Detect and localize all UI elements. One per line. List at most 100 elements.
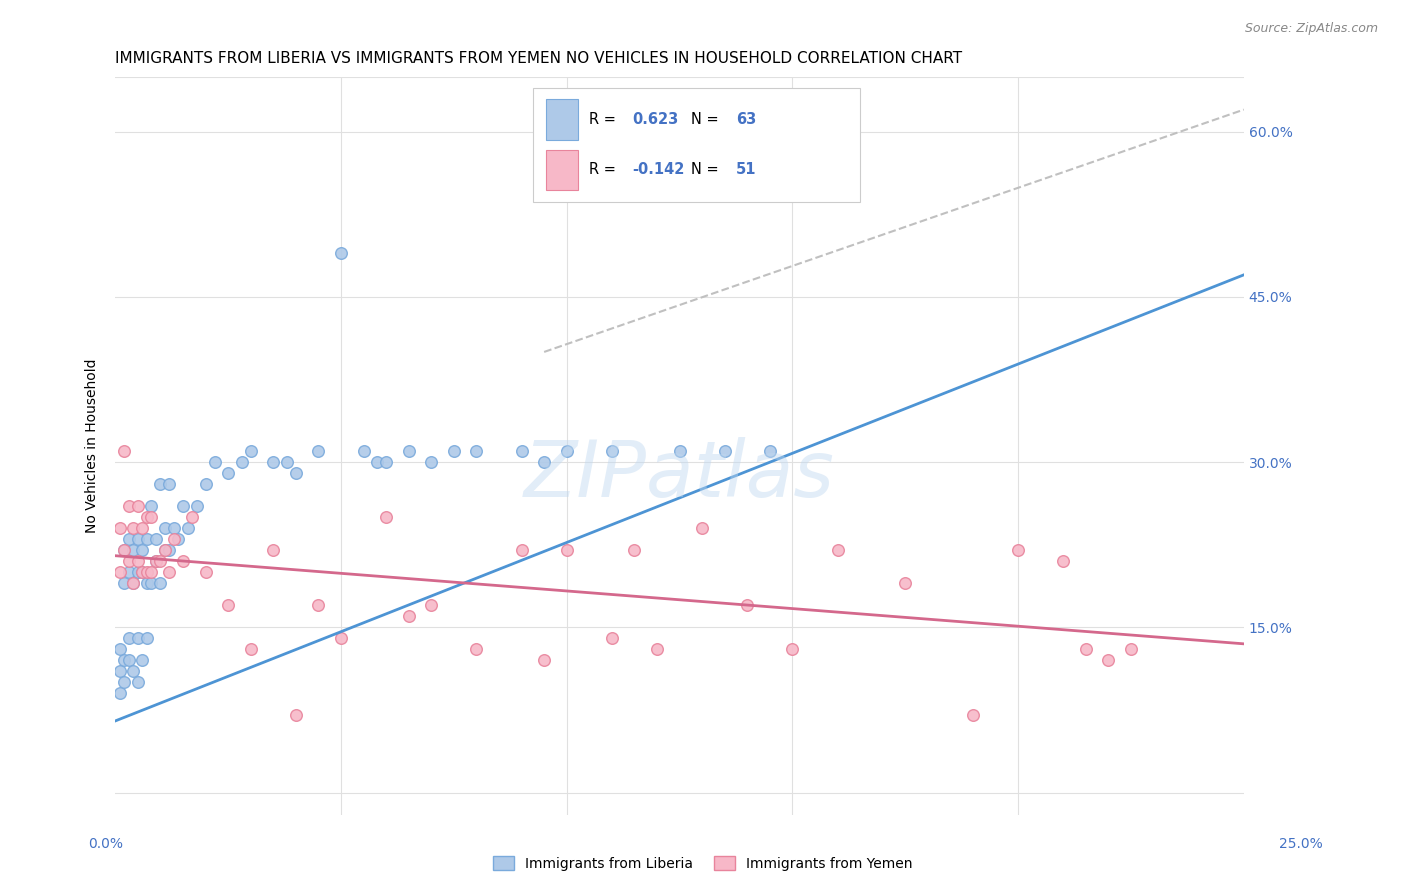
- Point: [135, 632, 157, 646]
- Point: [366, 455, 388, 469]
- Point: [420, 455, 443, 469]
- Point: [112, 444, 135, 458]
- Point: [118, 554, 141, 568]
- Point: [141, 510, 163, 524]
- Point: [420, 599, 443, 613]
- Point: [108, 566, 131, 580]
- Point: [600, 444, 623, 458]
- FancyBboxPatch shape: [533, 87, 860, 202]
- Point: [131, 566, 153, 580]
- Point: [375, 455, 398, 469]
- Point: [239, 642, 262, 657]
- Point: [276, 455, 298, 469]
- Bar: [547, 99, 578, 140]
- Point: [330, 245, 353, 260]
- Point: [122, 576, 145, 591]
- Point: [112, 543, 135, 558]
- Point: [127, 566, 149, 580]
- Text: N =: N =: [690, 162, 723, 178]
- Text: R =: R =: [589, 162, 621, 178]
- Point: [118, 532, 141, 546]
- Point: [759, 444, 782, 458]
- Point: [159, 477, 181, 491]
- Point: [118, 632, 141, 646]
- Point: [284, 708, 307, 723]
- Point: [141, 566, 163, 580]
- Point: [167, 532, 190, 546]
- Point: [1052, 554, 1074, 568]
- Point: [135, 532, 157, 546]
- Point: [122, 665, 145, 679]
- Point: [149, 477, 172, 491]
- Point: [159, 566, 181, 580]
- Point: [555, 543, 578, 558]
- Point: [217, 599, 239, 613]
- Point: [204, 455, 226, 469]
- Point: [262, 455, 284, 469]
- Point: [555, 444, 578, 458]
- Text: IMMIGRANTS FROM LIBERIA VS IMMIGRANTS FROM YEMEN NO VEHICLES IN HOUSEHOLD CORREL: IMMIGRANTS FROM LIBERIA VS IMMIGRANTS FR…: [115, 51, 962, 66]
- Point: [398, 609, 420, 624]
- Point: [108, 642, 131, 657]
- Point: [217, 466, 239, 480]
- Text: N =: N =: [690, 112, 723, 128]
- Point: [159, 543, 181, 558]
- Point: [163, 532, 186, 546]
- Point: [533, 455, 555, 469]
- Text: R =: R =: [589, 112, 621, 128]
- Point: [894, 576, 917, 591]
- Point: [108, 521, 131, 535]
- Point: [135, 510, 157, 524]
- Point: [186, 499, 208, 513]
- Point: [112, 543, 135, 558]
- Point: [623, 543, 645, 558]
- Point: [145, 532, 167, 546]
- Point: [145, 554, 167, 568]
- Point: [1119, 642, 1142, 657]
- Point: [141, 499, 163, 513]
- Legend: Immigrants from Liberia, Immigrants from Yemen: Immigrants from Liberia, Immigrants from…: [488, 850, 918, 876]
- Point: [194, 566, 217, 580]
- Point: [122, 576, 145, 591]
- Point: [131, 521, 153, 535]
- Point: [131, 653, 153, 667]
- Point: [194, 477, 217, 491]
- Point: [645, 642, 668, 657]
- Point: [827, 543, 849, 558]
- Point: [510, 543, 533, 558]
- Point: [465, 444, 488, 458]
- Y-axis label: No Vehicles in Household: No Vehicles in Household: [86, 359, 100, 533]
- Point: [782, 642, 804, 657]
- Point: [330, 632, 353, 646]
- Point: [112, 576, 135, 591]
- Point: [112, 653, 135, 667]
- Point: [600, 632, 623, 646]
- Bar: [547, 150, 578, 190]
- Point: [131, 543, 153, 558]
- Point: [141, 576, 163, 591]
- Point: [353, 444, 375, 458]
- Point: [127, 532, 149, 546]
- Point: [181, 510, 204, 524]
- Point: [131, 566, 153, 580]
- Point: [118, 653, 141, 667]
- Text: -0.142: -0.142: [633, 162, 685, 178]
- Point: [284, 466, 307, 480]
- Point: [172, 554, 194, 568]
- Point: [127, 632, 149, 646]
- Point: [231, 455, 253, 469]
- Point: [510, 444, 533, 458]
- Point: [118, 566, 141, 580]
- Point: [108, 665, 131, 679]
- Point: [307, 599, 329, 613]
- Point: [735, 599, 758, 613]
- Point: [153, 543, 176, 558]
- Point: [153, 543, 176, 558]
- Point: [127, 499, 149, 513]
- Point: [163, 521, 186, 535]
- Point: [135, 566, 157, 580]
- Point: [690, 521, 713, 535]
- Point: [127, 675, 149, 690]
- Text: 0.0%: 0.0%: [89, 837, 122, 851]
- Point: [145, 554, 167, 568]
